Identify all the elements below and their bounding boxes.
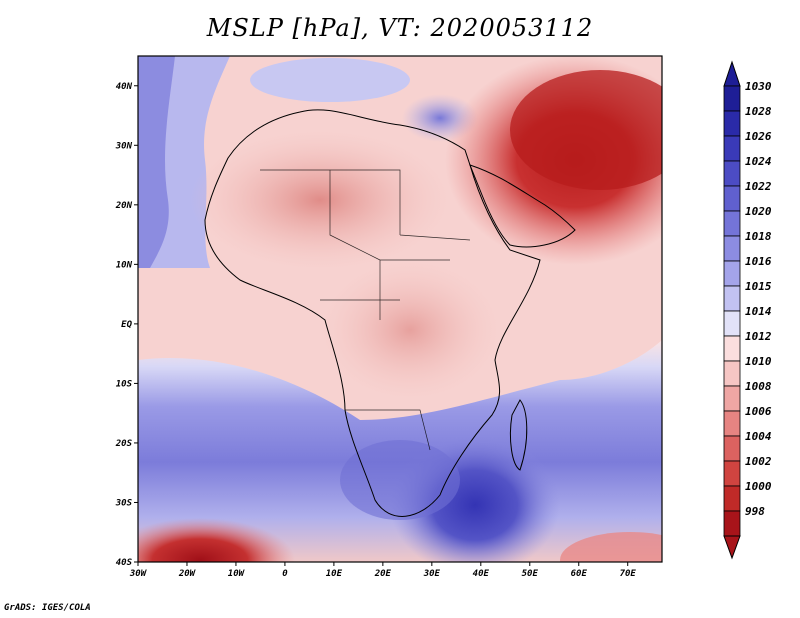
colorbar-label: 1018 xyxy=(745,230,772,243)
colorbar-swatch-998 xyxy=(723,510,741,537)
colorbar-swatch-1026 xyxy=(723,135,741,162)
lat-tick-label: 20N xyxy=(115,201,133,211)
colorbar-swatch-1016 xyxy=(723,260,741,287)
plot-frame xyxy=(137,55,663,563)
colorbar-label: 1006 xyxy=(745,405,772,418)
colorbar-label: 1024 xyxy=(745,155,772,168)
lat-tick-label: 10N xyxy=(116,260,133,270)
colorbar-label: 1012 xyxy=(745,330,772,343)
map-title: MSLP [hPa], VT: 2020053112 xyxy=(206,14,594,42)
colorbar-swatch-1004 xyxy=(723,435,741,462)
lon-tick-label: 0 xyxy=(282,569,288,579)
colorbar-swatch-1020 xyxy=(723,210,741,237)
colorbar-label: 1000 xyxy=(745,480,772,493)
lon-tick-label: 30E xyxy=(423,569,441,579)
lon-tick-label: 70E xyxy=(620,569,637,579)
colorbar-label: 998 xyxy=(745,505,765,518)
grads-credit: GrADS: IGES/COLA xyxy=(4,603,91,613)
colorbar-swatch-1006 xyxy=(723,410,741,437)
lat-tick-label: 40N xyxy=(116,82,133,92)
lon-tick-label: 20W xyxy=(178,569,197,579)
coastlines xyxy=(204,109,576,517)
lat-tick-label: 30S xyxy=(115,498,133,508)
longitude-axis: 30W 20W 10W 0 10E 20E 30E 40E 50E 60E 70E xyxy=(129,562,637,579)
lon-tick-label: 60E xyxy=(571,569,588,579)
colorbar-label: 1028 xyxy=(745,105,772,118)
lon-tick-label: 40E xyxy=(473,569,490,579)
latitude-axis: 40N 30N 20N 10N EQ 10S 20S 30S 40S xyxy=(115,82,138,568)
colorbar-swatch-1028 xyxy=(723,110,741,137)
colorbar-swatch-1030 xyxy=(723,85,741,112)
colorbar-label: 1030 xyxy=(745,80,772,93)
colorbar-label: 1026 xyxy=(745,130,772,143)
colorbar-swatch-1000 xyxy=(723,485,741,512)
colorbar-bottom-arrow xyxy=(723,535,741,560)
lon-tick-label: 10W xyxy=(228,569,246,579)
lat-tick-label: 10S xyxy=(116,379,133,389)
colorbar-label: 1014 xyxy=(745,305,772,318)
colorbar-swatch-1008 xyxy=(723,385,741,412)
colorbar-swatch-1024 xyxy=(723,160,741,187)
colorbar-label: 1015 xyxy=(745,280,772,293)
lon-tick-label: 10E xyxy=(326,569,343,579)
colorbar-label: 1002 xyxy=(745,455,772,468)
pressure-colorbar: 1030 1028 1026 1024 1022 1020 1018 1016 1015 1014… xyxy=(723,60,772,560)
lat-tick-label: EQ xyxy=(121,320,132,330)
colorbar-label: 1004 xyxy=(745,430,772,443)
colorbar-swatch-1018 xyxy=(723,235,741,262)
colorbar-swatch-1010 xyxy=(723,360,741,387)
colorbar-label: 1008 xyxy=(745,380,772,393)
colorbar-swatch-1022 xyxy=(723,185,741,212)
colorbar-swatch-1014 xyxy=(723,310,741,337)
colorbar-top-arrow xyxy=(723,60,741,87)
colorbar-label: 1020 xyxy=(745,205,772,218)
colorbar-label: 1010 xyxy=(745,355,772,368)
lon-tick-label: 20E xyxy=(374,569,392,579)
lon-tick-label: 50E xyxy=(522,569,539,579)
colorbar-swatch-1002 xyxy=(723,460,741,487)
lat-tick-label: 40S xyxy=(116,558,133,568)
colorbar-swatch-1012 xyxy=(723,335,741,362)
lat-tick-label: 30N xyxy=(115,141,133,151)
lat-tick-label: 20S xyxy=(115,439,133,449)
pressure-field xyxy=(138,56,662,562)
colorbar-label: 1022 xyxy=(745,180,772,193)
colorbar-label: 1016 xyxy=(745,255,772,268)
colorbar-swatch-1015 xyxy=(723,285,741,312)
lon-tick-label: 30W xyxy=(129,569,148,579)
